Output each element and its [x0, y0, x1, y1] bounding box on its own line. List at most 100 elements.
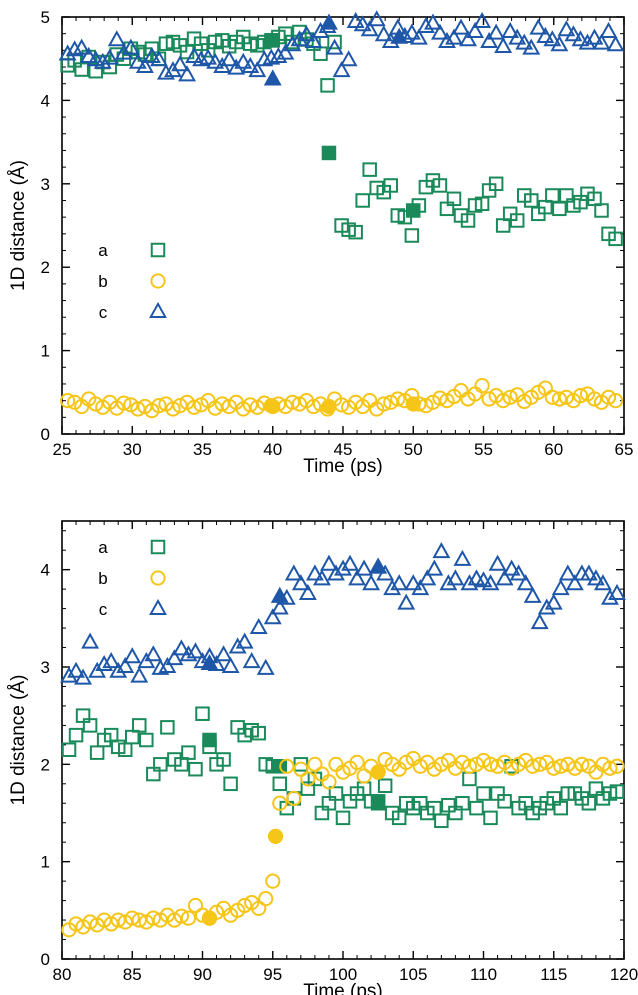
data-point	[502, 389, 518, 405]
data-point	[151, 658, 170, 675]
data-point	[304, 31, 323, 48]
plot-frame	[61, 520, 625, 960]
x-tick-label: 50	[404, 440, 423, 459]
data-point	[276, 43, 295, 60]
data-point	[265, 873, 281, 889]
series-a	[61, 706, 625, 829]
x-tick-label: 110	[470, 965, 497, 984]
data-point	[307, 756, 323, 772]
data-point	[502, 559, 521, 576]
data-point	[593, 574, 612, 591]
data-point	[572, 388, 589, 404]
data-point	[461, 758, 478, 774]
data-point	[529, 18, 548, 35]
data-point	[445, 28, 463, 45]
legend-label: b	[98, 569, 107, 588]
highlight-point	[369, 557, 388, 574]
data-point	[130, 401, 146, 417]
data-point	[607, 393, 624, 409]
data-point	[522, 38, 541, 55]
data-point	[172, 398, 188, 414]
y-tick-label: 3	[41, 658, 50, 677]
data-point	[525, 758, 541, 774]
data-point	[223, 776, 238, 792]
data-point	[328, 786, 344, 801]
data-point	[609, 758, 625, 774]
data-point	[473, 11, 492, 28]
data-point	[116, 656, 135, 673]
data-point	[320, 78, 335, 93]
x-tick-label: 25	[53, 440, 72, 459]
data-point	[432, 178, 448, 193]
x-tick-label: 95	[263, 965, 282, 984]
data-point	[153, 757, 168, 772]
data-point	[172, 639, 191, 656]
highlight-point	[267, 828, 284, 844]
highlight-point	[406, 203, 421, 218]
data-point	[186, 399, 202, 415]
y-tick-label: 0	[41, 425, 50, 444]
highlight-point	[321, 145, 337, 161]
data-point	[602, 760, 618, 776]
data-point	[297, 25, 316, 42]
data-point	[60, 666, 78, 683]
data-point	[312, 569, 331, 586]
data-point	[89, 745, 105, 760]
data-point	[455, 796, 470, 811]
data-point	[195, 706, 210, 721]
data-point	[107, 30, 126, 47]
data-point	[116, 395, 132, 411]
data-point	[536, 26, 555, 43]
legend-marker	[150, 570, 166, 586]
data-point	[185, 46, 204, 63]
data-point	[327, 34, 342, 50]
data-point	[270, 598, 289, 615]
data-point	[353, 15, 372, 32]
data-point	[319, 554, 338, 571]
data-point	[241, 56, 260, 73]
data-point	[216, 752, 231, 767]
data-point	[355, 559, 374, 576]
highlight-point	[370, 794, 386, 809]
data-point	[509, 213, 525, 228]
data-point	[551, 579, 570, 596]
data-point	[581, 796, 597, 811]
data-point	[390, 574, 409, 591]
data-point	[109, 661, 128, 678]
x-tick-label: 35	[193, 440, 212, 459]
data-point	[509, 564, 528, 581]
data-point	[284, 394, 301, 410]
data-point	[68, 916, 84, 932]
data-point	[367, 10, 386, 27]
data-point	[110, 912, 126, 928]
data-point	[495, 569, 514, 586]
data-point	[586, 391, 603, 407]
data-point	[585, 28, 604, 45]
series-c	[60, 542, 626, 685]
highlight-point	[321, 398, 337, 415]
data-point	[564, 25, 583, 42]
data-point	[466, 21, 485, 38]
data-point	[565, 574, 584, 591]
y-tick-label: 0	[41, 950, 50, 969]
data-point	[179, 645, 198, 662]
data-point	[145, 910, 161, 926]
data-point	[362, 574, 381, 591]
legend-marker	[150, 273, 166, 289]
highlight-point	[265, 33, 280, 48]
data-point	[460, 213, 476, 228]
data-point	[130, 666, 149, 683]
data-point	[74, 668, 93, 685]
data-point	[516, 574, 535, 591]
data-point	[391, 810, 407, 826]
x-tick-label: 105	[399, 965, 427, 984]
x-tick-label: 45	[334, 440, 353, 459]
data-point	[557, 20, 576, 37]
data-point	[334, 559, 352, 576]
data-point	[214, 645, 233, 662]
data-point	[515, 33, 534, 50]
legend-label: c	[99, 600, 108, 619]
data-point	[95, 654, 114, 671]
y-axis-title: 1D distance (Å)	[8, 160, 29, 291]
